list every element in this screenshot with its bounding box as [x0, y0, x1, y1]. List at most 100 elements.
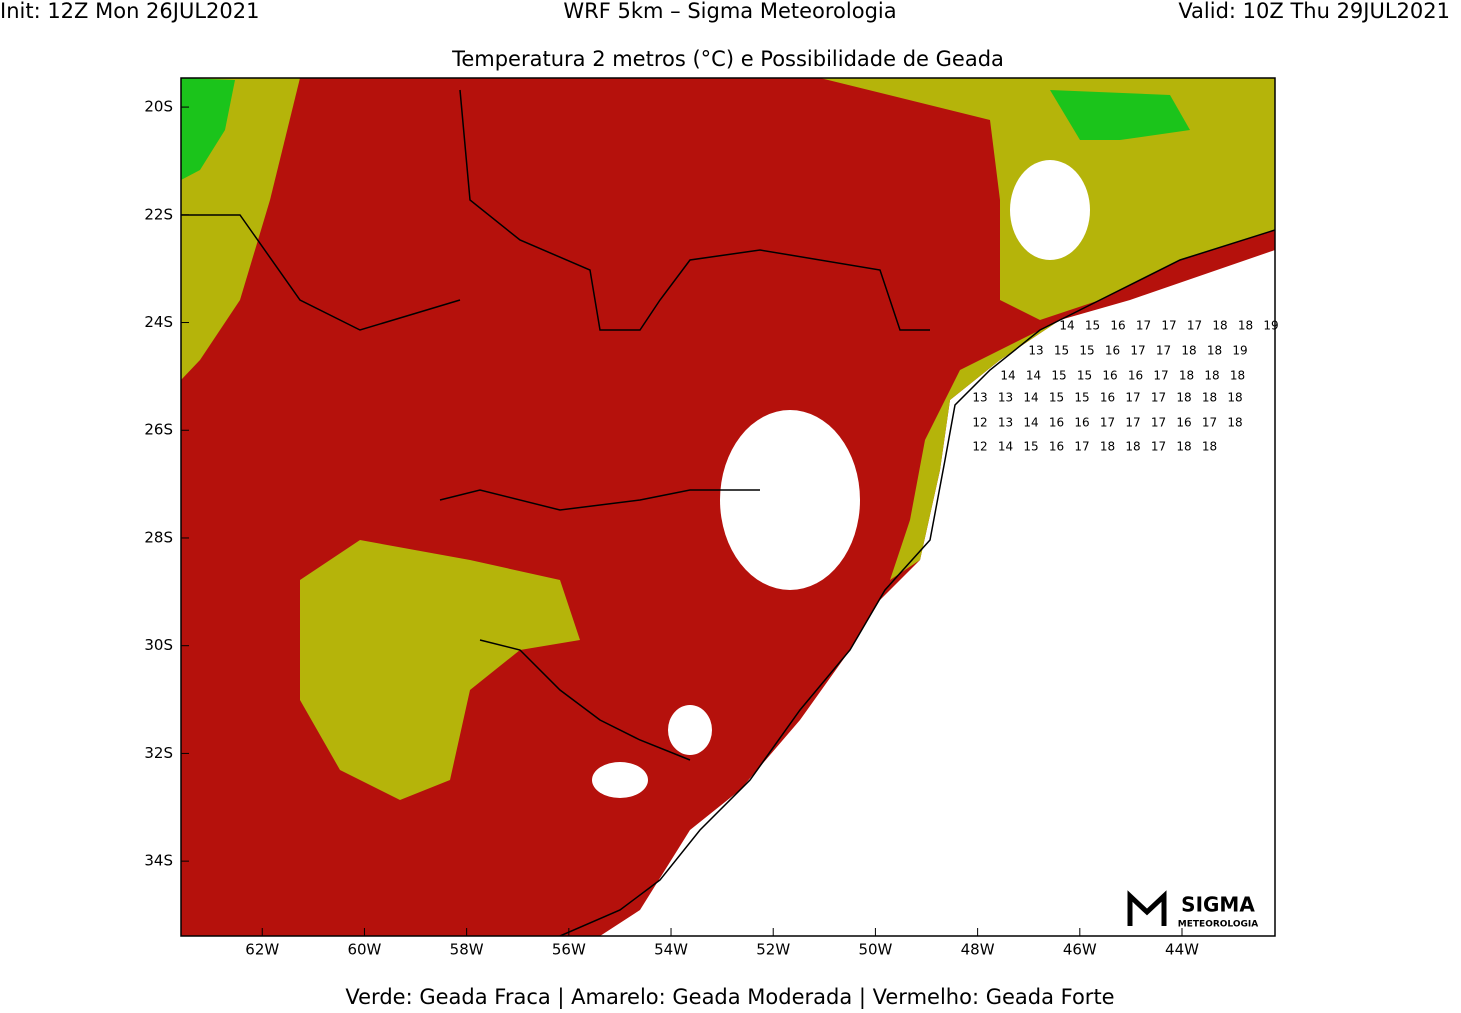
lon-tick-label: 58W — [450, 941, 484, 959]
grid-value: 19 — [1232, 344, 1247, 358]
grid-value: 16 — [1176, 416, 1191, 430]
green-north — [1050, 90, 1190, 140]
lat-tick-label: 28S — [144, 528, 173, 546]
model-label: WRF 5km – Sigma Meteorologia — [563, 0, 896, 23]
grid-value: 16 — [1105, 344, 1120, 358]
grid-value: 17 — [1100, 416, 1115, 430]
grid-value: 16 — [1100, 391, 1115, 405]
init-label: Init: 12Z Mon 26JUL2021 — [0, 0, 260, 23]
grid-value: 18 — [1230, 369, 1245, 383]
logo-name: SIGMA — [1181, 893, 1255, 917]
grid-value: 17 — [1187, 319, 1202, 333]
grid-value: 17 — [1151, 391, 1166, 405]
grid-value: 18 — [1238, 319, 1253, 333]
grid-value: 12 — [972, 440, 987, 454]
grid-value: 16 — [1128, 369, 1143, 383]
grid-value: 18 — [1125, 440, 1140, 454]
grid-value: 18 — [1227, 416, 1242, 430]
lat-tick-label: 26S — [144, 421, 173, 439]
lon-tick-label: 62W — [245, 941, 279, 959]
grid-value: 18 — [1227, 391, 1242, 405]
lon-tick-label: 44W — [1165, 941, 1199, 959]
no-frost-area — [668, 705, 712, 755]
grid-value: 15 — [1079, 344, 1094, 358]
grid-value: 14 — [1023, 391, 1038, 405]
logo-icon — [1127, 890, 1167, 926]
lat-tick-label: 32S — [144, 744, 173, 762]
valid-label: Valid: 10Z Thu 29JUL2021 — [1178, 0, 1450, 23]
grid-value: 13 — [998, 416, 1013, 430]
grid-value: 19 — [1263, 319, 1278, 333]
grid-value: 17 — [1125, 391, 1140, 405]
lat-tick-label: 24S — [144, 313, 173, 331]
grid-value: 15 — [1051, 369, 1066, 383]
grid-value: 15 — [1074, 391, 1089, 405]
grid-value: 14 — [1000, 369, 1015, 383]
grid-value: 17 — [1151, 440, 1166, 454]
olive-central — [300, 540, 580, 800]
grid-value: 16 — [1110, 319, 1125, 333]
grid-value: 17 — [1156, 344, 1171, 358]
grid-value: 17 — [1153, 369, 1168, 383]
lon-tick-label: 52W — [756, 941, 790, 959]
grid-value: 16 — [1074, 416, 1089, 430]
lat-tick-label: 30S — [144, 636, 173, 654]
olive-coast — [890, 320, 1060, 580]
lon-tick-label: 54W — [654, 941, 688, 959]
grid-value: 17 — [1074, 440, 1089, 454]
grid-value: 15 — [1085, 319, 1100, 333]
logo-sub: METEOROLOGIA — [1178, 920, 1258, 930]
grid-value: 16 — [1049, 416, 1064, 430]
grid-value: 16 — [1102, 369, 1117, 383]
grid-value: 18 — [1100, 440, 1115, 454]
borders — [181, 89, 930, 761]
no-frost-area — [592, 762, 648, 798]
grid-value: 18 — [1202, 440, 1217, 454]
no-frost-area — [1010, 160, 1090, 260]
legend-text: Verde: Geada Fraca | Amarelo: Geada Mode… — [345, 985, 1114, 1010]
lon-tick-label: 50W — [858, 941, 892, 959]
grid-value: 17 — [1130, 344, 1145, 358]
lon-tick-label: 60W — [347, 941, 381, 959]
grid-value: 18 — [1212, 319, 1227, 333]
grid-value: 18 — [1181, 344, 1196, 358]
logo: SIGMA METEOROLOGIA — [1120, 888, 1272, 932]
grid-value: 15 — [1054, 344, 1069, 358]
grid-value: 16 — [1049, 440, 1064, 454]
grid-value: 14 — [1059, 319, 1074, 333]
grid-value: 12 — [972, 416, 987, 430]
grid-value: 15 — [1077, 369, 1092, 383]
grid-value: 17 — [1125, 416, 1140, 430]
grid-value: 17 — [1202, 416, 1217, 430]
grid-value: 18 — [1204, 369, 1219, 383]
no-frost-area — [720, 410, 860, 590]
grid-value: 15 — [1049, 391, 1064, 405]
grid-value: 18 — [1179, 369, 1194, 383]
grid-value: 18 — [1176, 440, 1191, 454]
grid-value: 14 — [998, 440, 1013, 454]
grid-value: 14 — [1026, 369, 1041, 383]
lon-tick-label: 48W — [961, 941, 995, 959]
map-frame — [180, 77, 1276, 937]
map-title: Temperatura 2 metros (°C) e Possibilidad… — [451, 47, 1004, 71]
lat-tick-label: 20S — [144, 98, 173, 116]
grid-value: 15 — [1023, 440, 1038, 454]
grid-value: 13 — [972, 391, 987, 405]
grid-value: 18 — [1176, 391, 1191, 405]
grid-value: 17 — [1136, 319, 1151, 333]
grid-value: 17 — [1161, 319, 1176, 333]
olive-west — [181, 78, 300, 380]
green-west — [181, 78, 235, 180]
grid-value: 17 — [1151, 416, 1166, 430]
grid-value: 14 — [1023, 416, 1038, 430]
lon-tick-label: 46W — [1063, 941, 1097, 959]
map-area — [181, 78, 1275, 936]
lon-tick-label: 56W — [552, 941, 586, 959]
grid-value: 18 — [1202, 391, 1217, 405]
lat-tick-label: 22S — [144, 205, 173, 223]
lat-tick-label: 34S — [144, 852, 173, 870]
grid-value: 13 — [998, 391, 1013, 405]
coastline — [559, 229, 1275, 936]
